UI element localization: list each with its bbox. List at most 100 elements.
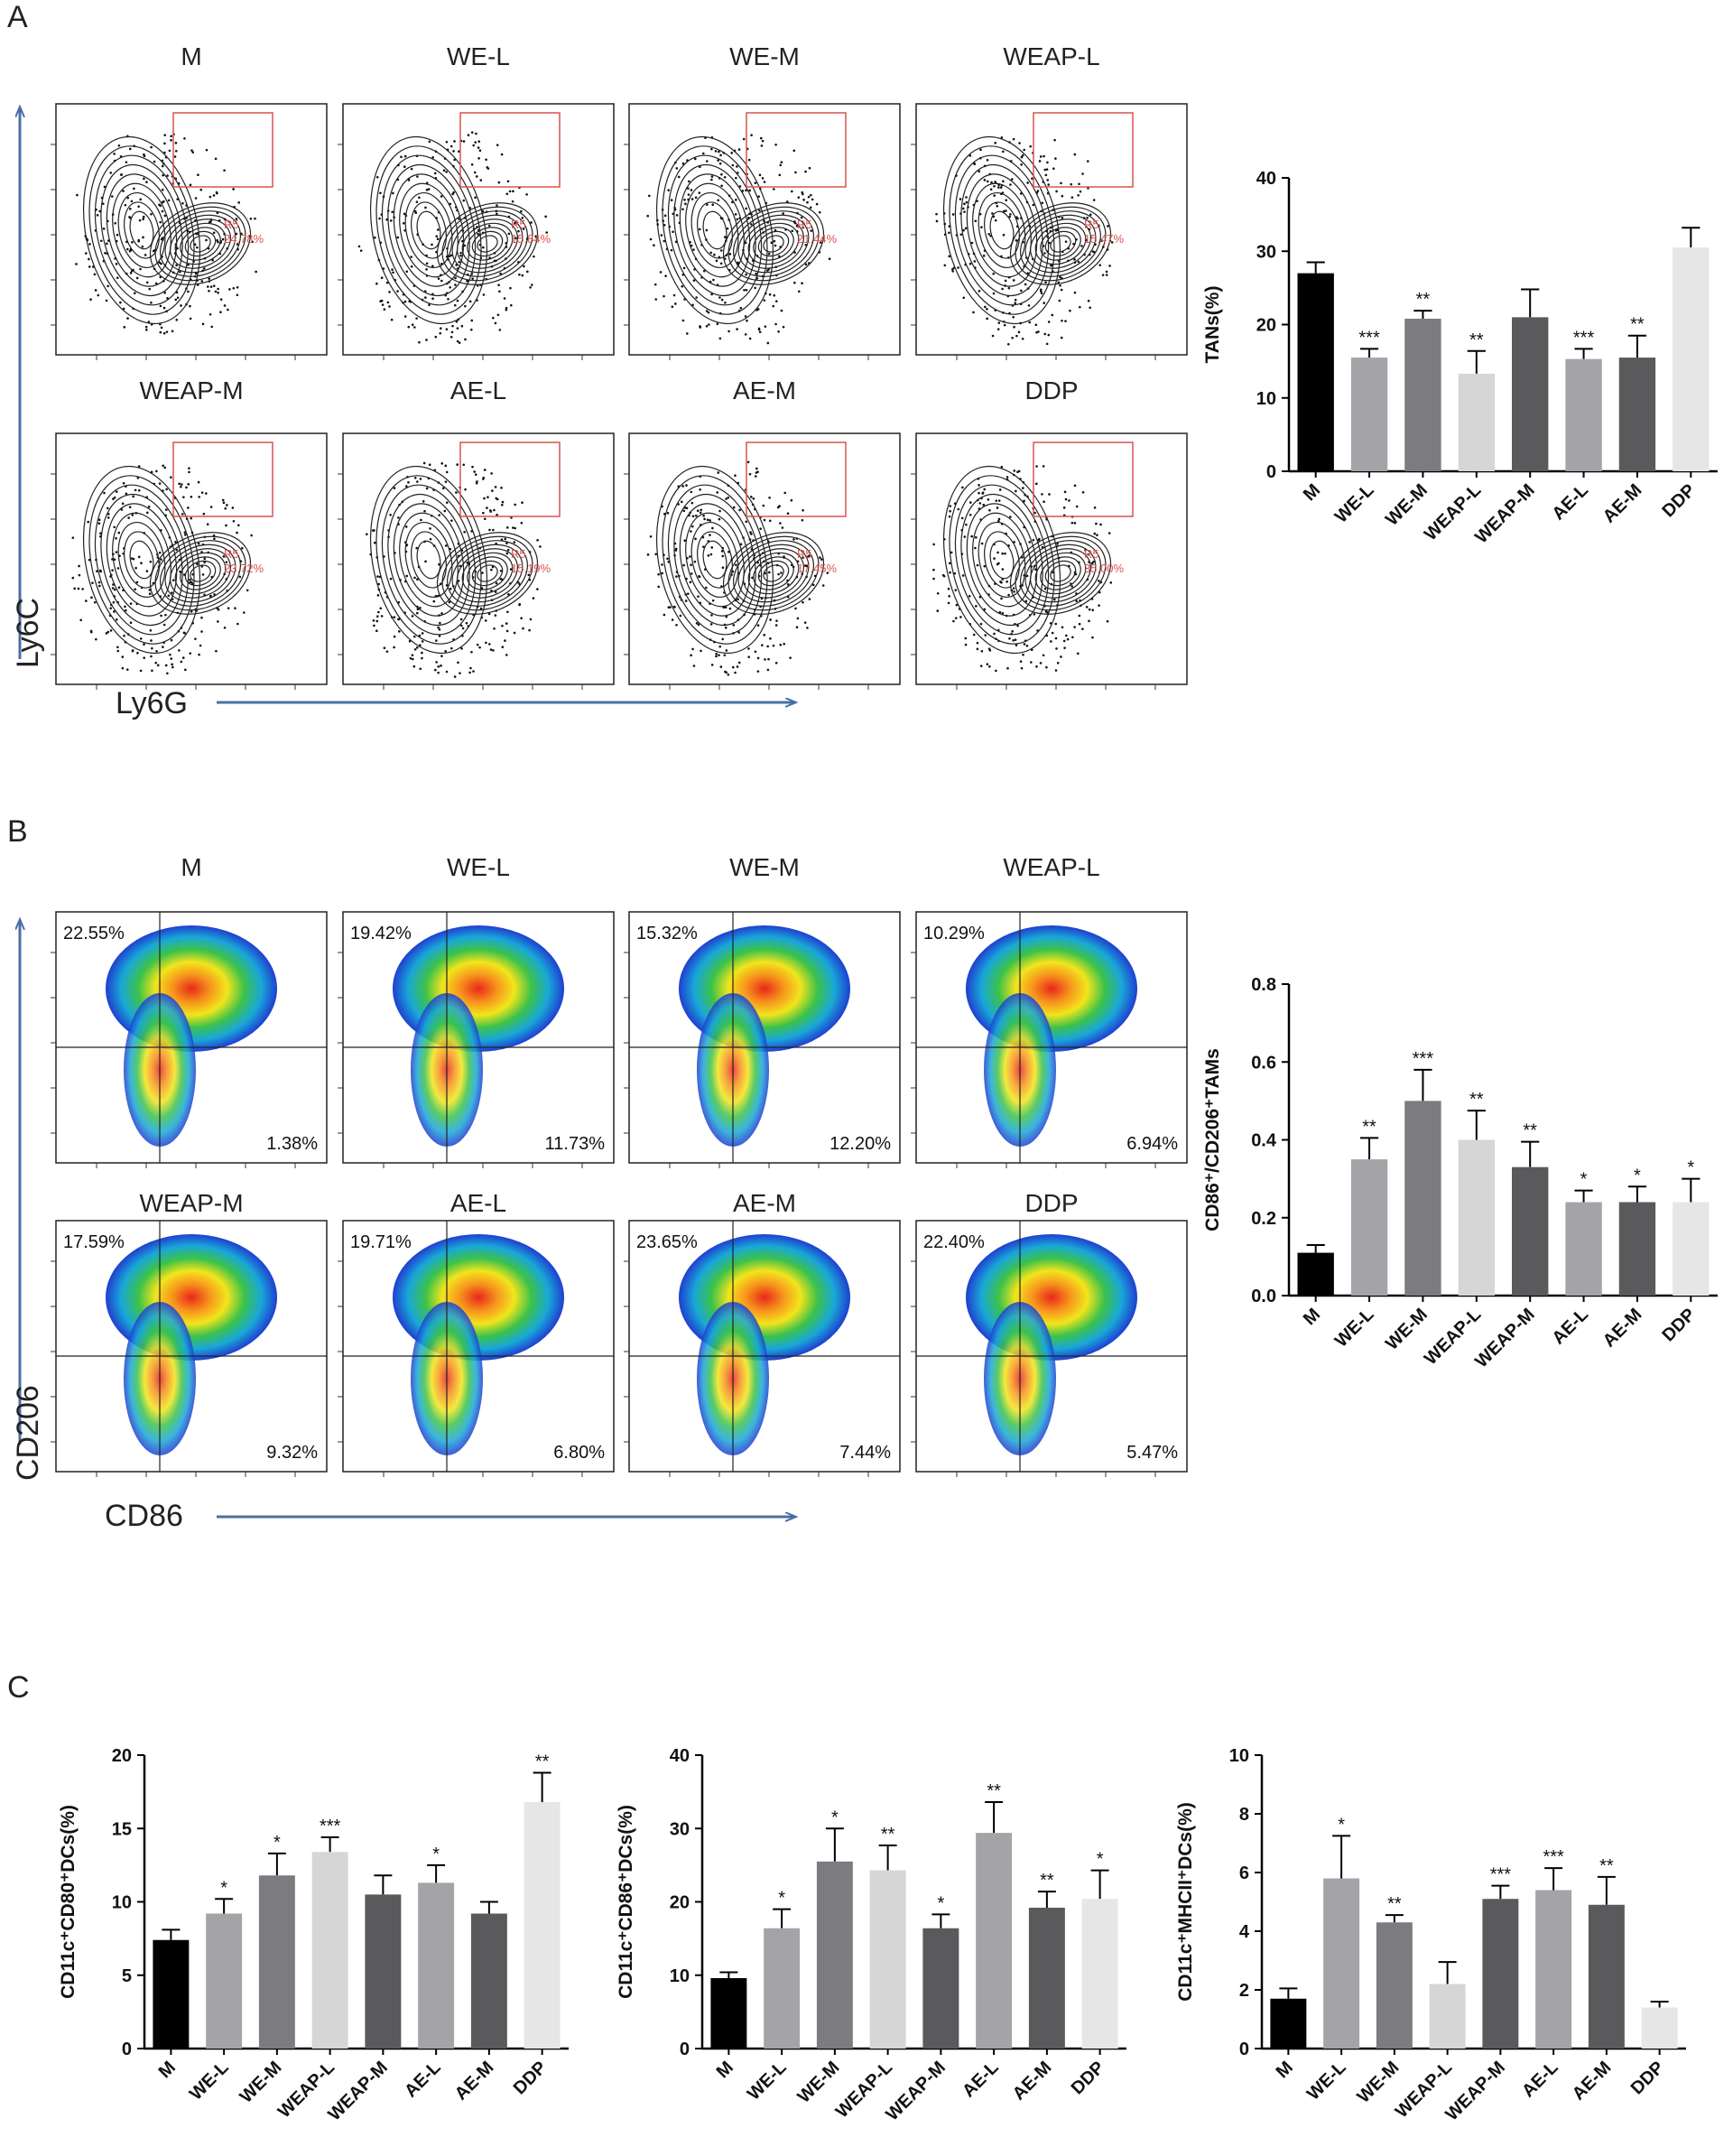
gate-r5	[746, 112, 847, 188]
event-dot	[435, 661, 438, 664]
event-dot	[1030, 661, 1033, 664]
event-dot	[984, 634, 987, 637]
event-dot	[1000, 581, 1003, 584]
contour-line	[180, 227, 221, 261]
event-dot	[745, 207, 748, 210]
event-dot	[116, 276, 119, 280]
event-dot	[1085, 606, 1089, 609]
event-dot	[472, 670, 475, 673]
event-dot	[181, 483, 183, 486]
event-dot	[714, 150, 718, 153]
y-axis-label: CD86⁺/CD206⁺TAMs	[1202, 1048, 1223, 1231]
event-dot	[170, 657, 173, 660]
event-dot	[1077, 193, 1080, 197]
event-dot	[475, 132, 477, 135]
event-dot	[171, 591, 173, 594]
event-dot	[81, 588, 84, 590]
event-dot	[373, 529, 375, 532]
event-dot	[237, 201, 240, 204]
event-dot	[951, 267, 954, 271]
event-dot	[174, 298, 178, 302]
event-dot	[707, 554, 710, 557]
event-dot	[666, 557, 669, 561]
gate-percent: 15.47%	[1084, 232, 1125, 246]
event-dot	[521, 274, 524, 277]
event-dot	[719, 665, 723, 668]
event-dot	[375, 175, 379, 179]
event-dot	[689, 581, 692, 584]
event-dot	[151, 669, 153, 673]
flow-plot-b-5: AE-L19.71%6.80%	[338, 1189, 615, 1477]
event-dot	[459, 564, 461, 568]
event-dot	[739, 306, 743, 310]
event-dot	[200, 565, 204, 568]
event-dot	[237, 524, 240, 527]
bar	[1297, 1252, 1334, 1296]
event-dot	[1028, 541, 1032, 544]
event-dot	[764, 658, 766, 661]
event-dot	[90, 596, 93, 599]
flow-plot-title: AE-M	[733, 1189, 796, 1217]
event-dot	[190, 495, 193, 498]
event-dot	[1040, 292, 1043, 295]
significance-label: **	[987, 1781, 1001, 1801]
event-dot	[452, 150, 455, 153]
event-dot	[123, 326, 126, 329]
event-dot	[774, 661, 778, 664]
event-dot	[947, 587, 950, 590]
event-dot	[1055, 647, 1058, 650]
event-dot	[386, 301, 390, 304]
event-dot	[1012, 587, 1015, 590]
event-dot	[200, 630, 203, 633]
event-dot	[1000, 597, 1003, 600]
event-dot	[694, 537, 697, 541]
event-dot	[811, 583, 815, 587]
event-dot	[747, 655, 750, 658]
bar	[922, 1928, 959, 2049]
event-dot	[236, 293, 239, 297]
event-dot	[120, 508, 124, 511]
contour-line	[467, 556, 508, 590]
event-dot	[449, 144, 453, 148]
flow-plot-title: M	[181, 42, 201, 70]
contour-line	[88, 145, 195, 315]
flow-plot-title: DDP	[1024, 376, 1078, 404]
event-dot	[518, 603, 521, 607]
gate-name: R5	[224, 547, 239, 561]
event-dot	[413, 576, 416, 580]
significance-label: *	[1634, 1166, 1641, 1185]
event-dot	[1028, 321, 1032, 324]
event-dot	[116, 567, 120, 570]
event-dot	[513, 541, 516, 544]
event-dot	[217, 620, 219, 623]
event-dot	[721, 554, 725, 558]
event-dot	[819, 556, 821, 559]
event-dot	[191, 151, 195, 153]
event-dot	[500, 153, 504, 156]
event-dot	[117, 586, 121, 590]
event-dot	[175, 318, 179, 321]
quadrant-percent-lower-right: 6.94%	[1126, 1134, 1178, 1154]
event-dot	[1021, 153, 1024, 157]
event-dot	[1054, 669, 1058, 672]
event-dot	[1062, 506, 1066, 509]
event-dot	[965, 523, 968, 526]
event-dot	[767, 252, 771, 256]
event-dot	[485, 641, 487, 645]
event-dot	[78, 564, 80, 568]
event-dot	[716, 322, 719, 326]
event-dot	[960, 516, 964, 520]
event-dot	[735, 199, 737, 201]
event-dot	[980, 226, 983, 228]
event-dot	[694, 514, 698, 517]
event-dot	[724, 627, 727, 629]
event-dot	[1047, 333, 1051, 337]
event-dot	[415, 611, 419, 615]
event-dot	[88, 243, 91, 246]
event-dot	[221, 237, 225, 241]
event-dot	[706, 518, 709, 522]
x-tick-label: WE-L	[1331, 480, 1378, 527]
flow-plot-title: WE-L	[447, 42, 510, 70]
contour-line	[966, 503, 1038, 617]
event-dot	[989, 188, 993, 191]
